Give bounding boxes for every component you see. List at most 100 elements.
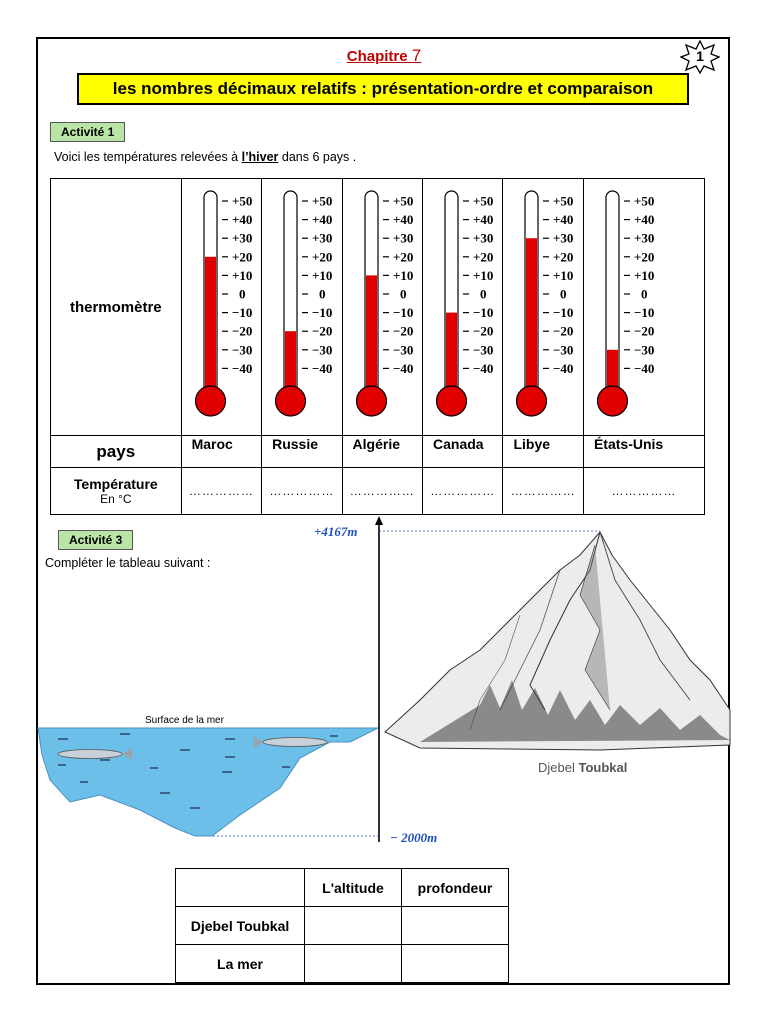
chapter-title: les nombres décimaux relatifs : présenta… bbox=[77, 73, 689, 105]
thermometer-row: thermomètre +50 +40 +30 +20 +10 0 −10 −20 −30 −40… bbox=[50, 178, 706, 436]
table-row-label: Djebel Toubkal bbox=[175, 906, 305, 945]
table-answer-cell[interactable] bbox=[401, 906, 509, 945]
scale-tick-label: 0 bbox=[400, 287, 407, 302]
scale-tick-label: +40 bbox=[312, 212, 332, 227]
scale-tick-label: +40 bbox=[232, 212, 252, 227]
mountain-label: Djebel Toubkal bbox=[538, 760, 627, 775]
country-name: Maroc bbox=[180, 435, 263, 468]
table-header-cell bbox=[175, 868, 305, 907]
scale-tick-label: +20 bbox=[473, 249, 493, 264]
scale-tick-label: +50 bbox=[553, 194, 573, 209]
scale-tick-label: −40 bbox=[634, 361, 654, 376]
thermometer-cell: +50 +40 +30 +20 +10 0 −10 −20 −30 −40 bbox=[422, 178, 504, 436]
scale-tick-label: 0 bbox=[641, 287, 648, 302]
chapter-label: Chapitre bbox=[346, 48, 408, 65]
table-row-label: La mer bbox=[175, 944, 305, 983]
temperature-answer[interactable]: …………… bbox=[261, 467, 343, 515]
thermometer-cell: +50 +40 +30 +20 +10 0 −10 −20 −30 −40 bbox=[582, 178, 706, 436]
scale-tick-label: −30 bbox=[232, 342, 252, 357]
country-row: pays Maroc Russie Algérie Canada Libye É… bbox=[50, 435, 706, 468]
scale-tick-label: −20 bbox=[634, 324, 654, 339]
country-name: Algérie bbox=[341, 435, 424, 468]
scale-tick-label: −40 bbox=[553, 361, 573, 376]
temperature-answer[interactable]: …………… bbox=[180, 467, 263, 515]
scale-tick-label: +50 bbox=[393, 194, 413, 209]
scale-tick-label: +10 bbox=[312, 268, 332, 283]
mercury-level bbox=[606, 349, 618, 401]
table-answer-cell[interactable] bbox=[401, 944, 509, 983]
thermometer-icon: +50 +40 +30 +20 +10 0 −10 −20 −30 −40 bbox=[435, 190, 493, 417]
scale-tick-label: +30 bbox=[473, 231, 493, 246]
temperature-answer[interactable]: …………… bbox=[422, 467, 504, 515]
temperature-row: Température En °C …………… …………… …………… …………… bbox=[50, 467, 706, 515]
temperature-answer[interactable]: …………… bbox=[582, 467, 706, 515]
scale-tick-label: +20 bbox=[312, 249, 332, 264]
scale-tick-label: +30 bbox=[553, 231, 573, 246]
activity-3-badge: Activité 3 bbox=[58, 530, 134, 550]
country-name: Libye bbox=[502, 435, 584, 468]
altitude-table-header-row: L'altitude profondeur bbox=[175, 868, 509, 907]
scale-tick-label: +10 bbox=[393, 268, 413, 283]
scale-tick-label: +50 bbox=[312, 194, 332, 209]
scale-tick-label: +20 bbox=[393, 249, 413, 264]
scale-tick-label: 0 bbox=[480, 287, 487, 302]
thermometer-bulb bbox=[274, 385, 307, 417]
thermometer-bulb bbox=[435, 385, 468, 417]
activity-3-instruction: Compléter le tableau suivant : bbox=[45, 556, 211, 570]
scale-tick-label: −20 bbox=[473, 324, 493, 339]
scale-tick-label: −10 bbox=[473, 305, 493, 320]
scale-tick-label: 0 bbox=[560, 287, 567, 302]
scale-tick-label: +10 bbox=[634, 268, 654, 283]
activity-1-badge: Activité 1 bbox=[50, 122, 126, 142]
mercury-level bbox=[446, 312, 458, 401]
fish-icon bbox=[254, 736, 328, 748]
temperature-unit: En °C bbox=[100, 492, 132, 506]
thermometer-icon: +50 +40 +30 +20 +10 0 −10 −20 −30 −40 bbox=[274, 190, 333, 417]
mercury-level bbox=[365, 275, 377, 401]
scale-tick-label: +50 bbox=[473, 194, 493, 209]
scale-tick-label: −10 bbox=[393, 305, 413, 320]
scale-tick-label: +40 bbox=[553, 212, 573, 227]
scale-tick-label: −40 bbox=[232, 361, 252, 376]
thermometer-cell: +50 +40 +30 +20 +10 0 −10 −20 −30 −40 bbox=[341, 178, 424, 436]
thermometer-cell: +50 +40 +30 +20 +10 0 −10 −20 −30 −40 bbox=[261, 178, 343, 436]
scale-tick-label: +30 bbox=[312, 231, 332, 246]
scale-tick-label: −20 bbox=[312, 324, 332, 339]
table-answer-cell[interactable] bbox=[304, 944, 402, 983]
scale-tick-label: −20 bbox=[393, 324, 413, 339]
table-answer-cell[interactable] bbox=[304, 906, 402, 945]
thermometer-icon: +50 +40 +30 +20 +10 0 −10 −20 −30 −40 bbox=[516, 190, 574, 417]
mercury-level bbox=[285, 331, 297, 401]
thermometer-icon: +50 +40 +30 +20 +10 0 −10 −20 −30 −40 bbox=[194, 190, 252, 417]
thermometer-icon: +50 +40 +30 +20 +10 0 −10 −20 −30 −40 bbox=[355, 190, 413, 417]
country-name: Canada bbox=[422, 435, 504, 468]
chapter-heading: Chapitre 7 bbox=[0, 46, 768, 66]
activity-1-intro: Voici les températures relevées à l’hive… bbox=[54, 150, 356, 164]
chapter-number: 7 bbox=[411, 46, 422, 65]
scale-tick-label: −30 bbox=[553, 342, 573, 357]
mercury-level bbox=[204, 256, 216, 401]
table-header-cell: L'altitude bbox=[304, 868, 402, 907]
axis-arrow-icon bbox=[375, 516, 383, 525]
temperature-answer[interactable]: …………… bbox=[502, 467, 584, 515]
scale-tick-label: −10 bbox=[553, 305, 573, 320]
scale-tick-label: −30 bbox=[312, 342, 332, 357]
scale-tick-label: +30 bbox=[232, 231, 252, 246]
scale-tick-label: −30 bbox=[393, 342, 413, 357]
scale-tick-label: 0 bbox=[239, 287, 246, 302]
scale-tick-label: +40 bbox=[393, 212, 413, 227]
scale-tick-label: +20 bbox=[553, 249, 573, 264]
page-frame bbox=[36, 37, 730, 985]
country-name: Russie bbox=[261, 435, 343, 468]
table-row: La mer bbox=[175, 944, 509, 983]
mountain-illustration bbox=[384, 531, 731, 751]
thermometer-icon: +50 +40 +30 +20 +10 0 −10 −20 −30 −40 bbox=[596, 190, 654, 417]
scale-tick-label: +30 bbox=[634, 231, 654, 246]
thermometer-row-label: thermomètre bbox=[50, 178, 182, 436]
scale-tick-label: −40 bbox=[312, 361, 332, 376]
thermometer-bulb bbox=[516, 385, 548, 417]
page-number-badge: 1 bbox=[679, 39, 721, 75]
scale-tick-label: −10 bbox=[634, 305, 654, 320]
temperature-answer[interactable]: …………… bbox=[341, 467, 424, 515]
star-icon bbox=[679, 39, 721, 75]
